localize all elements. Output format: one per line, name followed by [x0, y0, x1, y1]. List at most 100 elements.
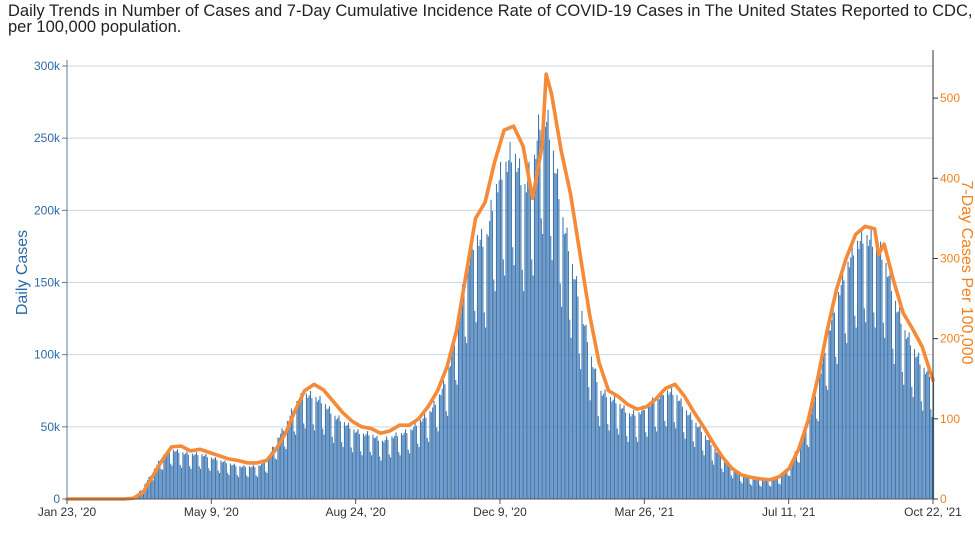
daily-case-bar — [805, 429, 807, 499]
daily-case-bar — [605, 397, 607, 499]
daily-case-bar — [896, 312, 898, 499]
daily-case-bar — [267, 457, 269, 499]
daily-case-bar — [820, 373, 822, 499]
daily-case-bar — [622, 407, 624, 499]
daily-case-bar — [536, 140, 538, 500]
daily-case-bar — [361, 455, 363, 499]
daily-case-bar — [311, 398, 313, 499]
daily-case-bar — [658, 399, 660, 499]
daily-case-bar — [468, 265, 470, 499]
daily-case-bar — [364, 435, 366, 499]
daily-case-bar — [410, 429, 412, 499]
daily-case-bar — [163, 454, 165, 499]
daily-case-bar — [814, 396, 816, 499]
daily-case-bar — [700, 431, 702, 499]
daily-case-bar — [771, 479, 773, 499]
daily-case-bar — [303, 423, 305, 499]
daily-case-bar — [277, 437, 279, 499]
daily-case-bar — [546, 121, 548, 499]
daily-case-bar — [616, 428, 618, 499]
daily-case-bar — [489, 221, 491, 499]
daily-case-bar — [231, 465, 233, 499]
daily-case-bar — [510, 162, 512, 499]
daily-case-bar — [824, 352, 826, 499]
x-tick-label: Oct 22, '21 — [904, 505, 962, 519]
y2-tick-label: 100 — [940, 412, 960, 426]
daily-case-bar — [597, 416, 599, 499]
daily-case-bar — [201, 454, 203, 499]
daily-case-bar — [168, 452, 170, 499]
x-axis-ticks: Jan 23, '20 May 9, '20 Aug 24, '20 Dec 9, '… — [38, 499, 962, 519]
daily-case-bar — [654, 426, 656, 499]
daily-case-bar — [411, 430, 413, 499]
daily-case-bar — [304, 428, 306, 499]
daily-case-bar — [252, 465, 255, 499]
daily-case-bar — [513, 265, 515, 499]
daily-case-bar — [768, 485, 770, 499]
daily-case-bar — [380, 460, 382, 499]
daily-case-bar — [839, 295, 841, 499]
daily-case-bar — [756, 478, 758, 499]
daily-case-bar — [603, 393, 605, 499]
daily-case-bar — [757, 480, 759, 499]
chart-title: Daily Trends in Number of Cases and 7-Da… — [8, 2, 973, 36]
daily-case-bar — [656, 431, 658, 499]
daily-case-bar — [365, 434, 367, 499]
daily-case-bar — [375, 437, 377, 499]
daily-case-bar — [823, 350, 825, 499]
daily-case-bar — [353, 429, 355, 499]
daily-case-bar — [200, 468, 202, 499]
daily-case-bar — [854, 315, 856, 499]
daily-case-bar — [855, 327, 857, 499]
daily-case-bar — [391, 436, 393, 499]
left-axis-ticks: 0 50k 100k 150k 200k 250k 300k — [34, 59, 67, 506]
daily-case-bar — [227, 472, 229, 499]
daily-case-bar — [457, 318, 460, 499]
daily-case-bar — [349, 428, 351, 499]
daily-case-bar — [609, 397, 612, 499]
daily-case-bar — [235, 466, 237, 499]
daily-case-bar — [567, 251, 569, 499]
daily-case-bar — [433, 400, 435, 499]
daily-case-bar — [297, 403, 299, 499]
daily-case-bar — [232, 464, 234, 499]
daily-case-bar — [449, 366, 451, 499]
daily-case-bar — [710, 445, 712, 499]
daily-case-bar — [487, 236, 489, 499]
daily-case-bar — [403, 432, 405, 499]
x-tick-label: May 9, '20 — [184, 505, 239, 519]
y2-tick-label: 500 — [940, 91, 960, 105]
daily-case-bar — [894, 300, 897, 499]
daily-case-bar — [662, 395, 664, 499]
daily-case-bar — [619, 403, 621, 499]
daily-case-bar — [178, 452, 180, 499]
daily-case-bar — [208, 468, 210, 499]
daily-case-bar — [345, 426, 347, 499]
daily-case-bar — [194, 454, 196, 499]
daily-case-bar — [828, 329, 830, 499]
daily-case-bar — [808, 447, 810, 499]
daily-case-bar — [806, 445, 808, 499]
daily-case-bar — [836, 363, 838, 499]
daily-case-bar — [933, 377, 935, 499]
daily-case-bar — [865, 322, 867, 499]
daily-case-bar — [441, 388, 443, 499]
daily-case-bar — [356, 431, 358, 499]
daily-case-bar — [527, 180, 529, 499]
daily-case-bar — [882, 322, 884, 499]
daily-case-bar — [314, 430, 316, 499]
daily-case-bar — [681, 406, 683, 499]
daily-case-bar — [652, 397, 654, 499]
daily-case-bar — [258, 465, 260, 499]
daily-case-bar — [696, 427, 698, 499]
daily-case-bar — [186, 451, 188, 499]
daily-case-bar — [197, 455, 199, 499]
daily-case-bar — [373, 438, 375, 499]
daily-case-bar — [491, 211, 493, 499]
daily-case-bar — [909, 345, 912, 499]
daily-case-bar — [278, 437, 280, 499]
daily-case-bar — [789, 476, 791, 499]
daily-case-bar — [407, 449, 409, 499]
daily-case-bar — [248, 466, 250, 499]
